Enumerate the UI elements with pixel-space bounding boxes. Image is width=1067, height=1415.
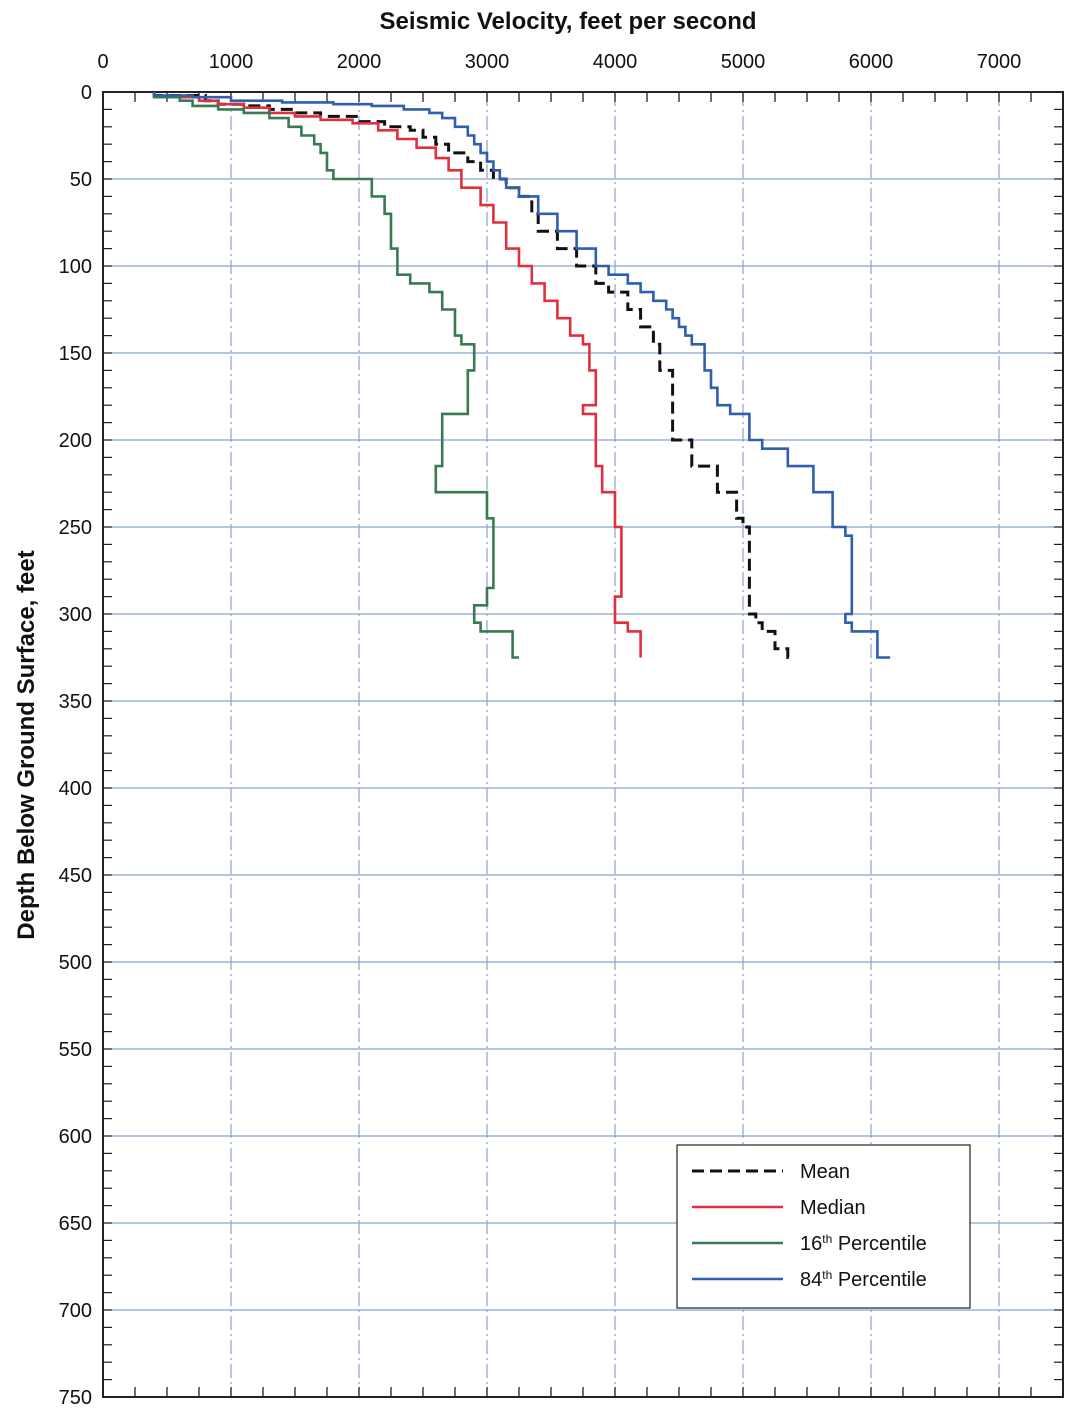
- series-line-mean: [152, 92, 795, 659]
- x-tick-label: 6000: [849, 51, 894, 73]
- legend-box: [676, 1144, 971, 1309]
- series-line-16th-percentile: [152, 92, 519, 659]
- y-tick-label: 300: [59, 604, 92, 626]
- x-tick-label: 0: [97, 51, 108, 73]
- series-line-84th-percentile: [152, 92, 891, 659]
- x-tick-label: 2000: [337, 51, 382, 73]
- legend-label: Mean: [800, 1161, 850, 1183]
- y-tick-label: 550: [59, 1039, 92, 1061]
- x-tick-label: 4000: [593, 51, 638, 73]
- y-tick-label: 200: [59, 430, 92, 452]
- y-tick-label: 150: [59, 343, 92, 365]
- y-tick-label: 500: [59, 952, 92, 974]
- x-tick-label: 5000: [721, 51, 766, 73]
- series-group: [152, 92, 891, 659]
- y-tick-label: 750: [59, 1387, 92, 1409]
- y-tick-label: 400: [59, 778, 92, 800]
- y-tick-label: 100: [59, 256, 92, 278]
- y-tick-label: 700: [59, 1300, 92, 1322]
- x-tick-label: 1000: [209, 51, 254, 73]
- y-tick-label: 650: [59, 1213, 92, 1235]
- grid: [103, 92, 1063, 1397]
- y-tick-label: 450: [59, 865, 92, 887]
- y-tick-label: 250: [59, 517, 92, 539]
- series-line-median: [152, 92, 642, 658]
- y-axis-title: Depth Below Ground Surface, feet: [13, 550, 40, 939]
- legend-label: 16th Percentile: [800, 1232, 927, 1255]
- y-tick-label: 350: [59, 691, 92, 713]
- y-tick-label: 0: [81, 82, 92, 104]
- legend-label: Median: [800, 1197, 866, 1219]
- x-tick-label: 3000: [465, 51, 510, 73]
- legend-label: 84th Percentile: [800, 1268, 927, 1291]
- y-tick-label: 50: [70, 169, 92, 191]
- minor-ticks: [103, 92, 1063, 1397]
- y-tick-label: 600: [59, 1126, 92, 1148]
- x-tick-label: 7000: [977, 51, 1022, 73]
- legend: Mean Median 16th Percentile 84th Percentile: [676, 1144, 971, 1309]
- x-axis-title: Seismic Velocity, feet per second: [379, 8, 756, 35]
